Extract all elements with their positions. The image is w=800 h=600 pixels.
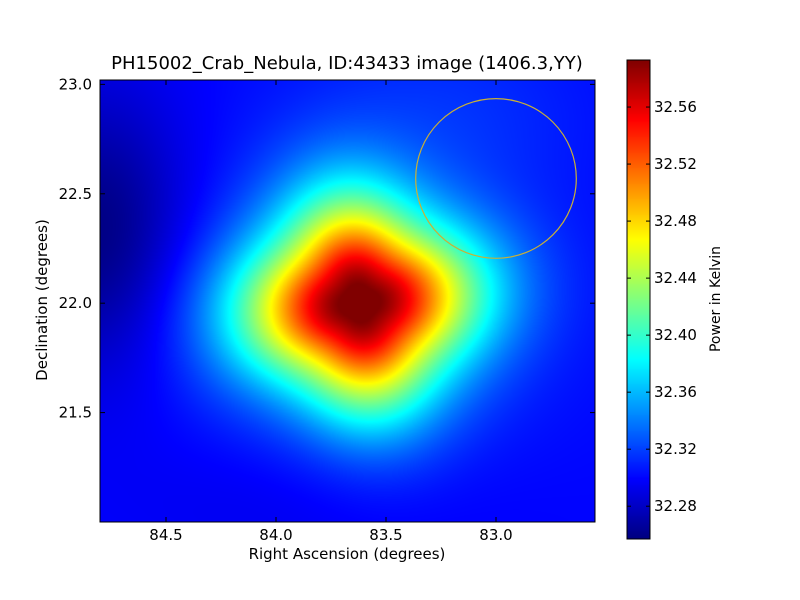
colorbar-tick-label: 32.44 xyxy=(654,269,697,287)
colorbar-tick-label: 32.28 xyxy=(654,497,697,515)
colorbar-tick-label: 32.56 xyxy=(654,98,697,116)
colorbar-frame xyxy=(626,59,651,540)
x-tick-label: 84.5 xyxy=(149,526,182,544)
y-tick-label: 21.5 xyxy=(59,404,92,422)
x-tick-label: 83.5 xyxy=(369,526,402,544)
colorbar-tick-label: 32.36 xyxy=(654,383,697,401)
y-tick-label: 23.0 xyxy=(59,75,92,93)
heatmap-image xyxy=(100,80,595,522)
x-axis-label: Right Ascension (degrees) xyxy=(249,545,446,563)
plot-frame xyxy=(99,79,596,523)
y-axis: 23.0 22.5 22.0 21.5 xyxy=(59,75,595,422)
y-tick-label: 22.5 xyxy=(59,185,92,203)
colorbar-ticks: 32.28 32.32 32.36 32.40 32.44 32.48 32.52 32.56 xyxy=(627,98,697,515)
colorbar: 32.28 32.32 32.36 32.40 32.44 32.48 32.52 32.56… xyxy=(626,59,724,540)
annotation-circle xyxy=(415,97,577,259)
colorbar-tick-label: 32.40 xyxy=(654,326,697,344)
x-tick-label: 84.0 xyxy=(259,526,292,544)
colorbar-tick-label: 32.32 xyxy=(654,440,697,458)
chart-title: PH15002_Crab_Nebula, ID:43433 image (140… xyxy=(111,53,583,74)
y-tick-label: 22.0 xyxy=(59,294,92,312)
y-axis-label: Declination (degrees) xyxy=(33,219,51,381)
x-axis: 84.5 84.0 83.5 83.0 xyxy=(149,80,513,544)
x-tick-label: 83.0 xyxy=(479,526,512,544)
colorbar-tick-label: 32.48 xyxy=(654,212,697,230)
colorbar-tick-label: 32.52 xyxy=(654,155,697,173)
colorbar-label: Power in Kelvin xyxy=(708,246,724,352)
